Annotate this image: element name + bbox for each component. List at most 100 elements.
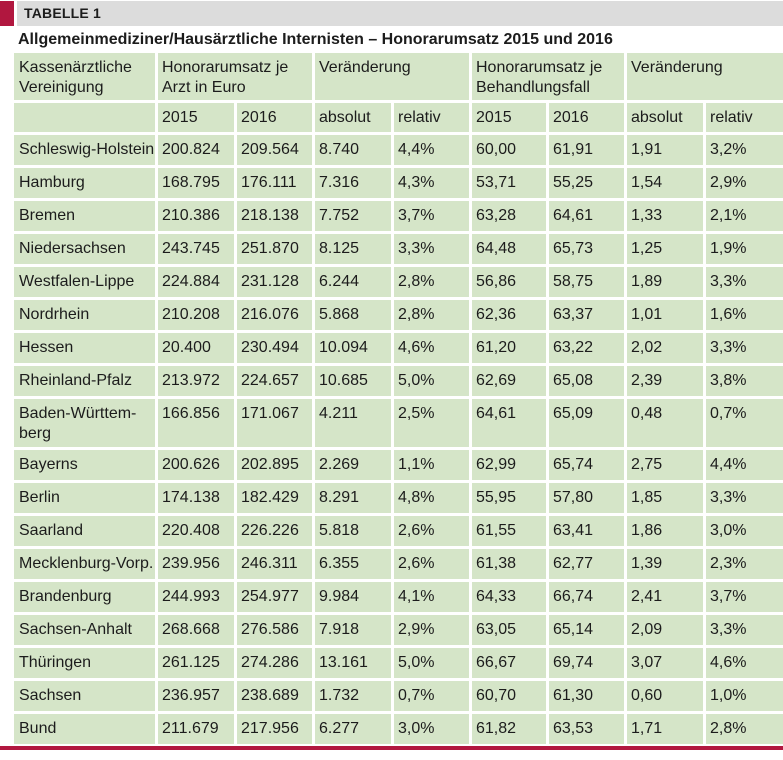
fee-per-doctor-2015-cell: 20.400 — [158, 333, 234, 363]
change-per-case-absolute-cell: 2,39 — [627, 366, 703, 396]
change-per-case-relative-cell: 3,3% — [706, 483, 783, 513]
region-name: Saarland — [19, 522, 84, 539]
fee-per-case-2015-cell: 63,05 — [472, 615, 546, 645]
fee-per-doctor-2016-cell: 224.657 — [237, 366, 312, 396]
header-fee-per-doctor: Honorarumsatz je Arzt in Euro — [158, 53, 312, 100]
fee-per-doctor-2015-cell: 168.795 — [158, 168, 234, 198]
change-per-doctor-absolute-cell: 6.355 — [315, 549, 391, 579]
fee-per-doctor-2016-cell: 182.429 — [237, 483, 312, 513]
change-per-doctor-relative-cell: 2,8% — [394, 267, 469, 297]
change-per-doctor-relative-cell: 4,6% — [394, 333, 469, 363]
fee-per-doctor-2015-cell: 243.745 — [158, 234, 234, 264]
fee-per-doctor-2015-cell: 210.386 — [158, 201, 234, 231]
fee-per-case-2015-cell: 56,86 — [472, 267, 546, 297]
change-per-case-absolute-cell: 1,71 — [627, 714, 703, 744]
change-per-doctor-relative-cell: 1,1% — [394, 450, 469, 480]
region-name: Baden-Württem­berg — [19, 405, 137, 442]
header-region: Kassenärztliche Vereinigung — [14, 53, 155, 100]
change-per-case-relative-cell: 3,7% — [706, 582, 783, 612]
region-cell: Westfalen-Lippe — [14, 267, 155, 297]
header-change-per-case: Veränderung — [627, 53, 783, 100]
region-cell: Hessen — [14, 333, 155, 363]
region-cell: Brandenburg — [14, 582, 155, 612]
region-cell: Saarland — [14, 516, 155, 546]
change-per-case-absolute-cell: 1,86 — [627, 516, 703, 546]
subheader-fee-per-case-2015: 2015 — [472, 103, 546, 132]
fee-per-doctor-2015-cell: 211.679 — [158, 714, 234, 744]
change-per-case-relative-cell: 2,9% — [706, 168, 783, 198]
change-per-case-absolute-cell: 0,60 — [627, 681, 703, 711]
fee-per-case-2016-cell: 63,37 — [549, 300, 624, 330]
change-per-case-absolute-cell: 1,33 — [627, 201, 703, 231]
fee-per-doctor-2015-cell: 220.408 — [158, 516, 234, 546]
fee-per-doctor-2016-cell: 171.067 — [237, 399, 312, 447]
fee-per-case-2015-cell: 61,20 — [472, 333, 546, 363]
fee-per-doctor-2015-cell: 261.125 — [158, 648, 234, 678]
change-per-case-absolute-cell: 2,41 — [627, 582, 703, 612]
change-per-case-relative-cell: 4,6% — [706, 648, 783, 678]
change-per-doctor-absolute-cell: 9.984 — [315, 582, 391, 612]
change-per-case-relative-cell: 2,1% — [706, 201, 783, 231]
subheader-change-per-doctor-absolute: absolut — [315, 103, 391, 132]
change-per-doctor-relative-cell: 3,3% — [394, 234, 469, 264]
fee-per-case-2015-cell: 55,95 — [472, 483, 546, 513]
change-per-doctor-relative-cell: 2,5% — [394, 399, 469, 447]
region-cell: Hamburg — [14, 168, 155, 198]
change-per-doctor-absolute-cell: 10.094 — [315, 333, 391, 363]
region-name: Niedersachsen — [19, 240, 126, 257]
change-per-doctor-relative-cell: 3,7% — [394, 201, 469, 231]
region-name: Hamburg — [19, 174, 85, 191]
fee-per-case-2016-cell: 66,74 — [549, 582, 624, 612]
fee-per-doctor-2016-cell: 226.226 — [237, 516, 312, 546]
change-per-doctor-absolute-cell: 8.125 — [315, 234, 391, 264]
change-per-doctor-absolute-cell: 6.244 — [315, 267, 391, 297]
change-per-doctor-relative-cell: 5,0% — [394, 648, 469, 678]
change-per-case-absolute-cell: 1,54 — [627, 168, 703, 198]
fee-per-case-2015-cell: 62,36 — [472, 300, 546, 330]
change-per-case-absolute-cell: 1,91 — [627, 135, 703, 165]
change-per-case-absolute-cell: 2,02 — [627, 333, 703, 363]
change-per-case-absolute-cell: 1,39 — [627, 549, 703, 579]
change-per-doctor-relative-cell: 2,8% — [394, 300, 469, 330]
region-name: Schleswig-Holstein — [19, 141, 155, 158]
fee-per-case-2016-cell: 62,77 — [549, 549, 624, 579]
fee-per-case-2016-cell: 61,30 — [549, 681, 624, 711]
change-per-doctor-relative-cell: 4,8% — [394, 483, 469, 513]
fee-per-doctor-2016-cell: 216.076 — [237, 300, 312, 330]
change-per-doctor-absolute-cell: 7.752 — [315, 201, 391, 231]
fee-per-doctor-2016-cell: 217.956 — [237, 714, 312, 744]
subheader-change-per-doctor-relative: relativ — [394, 103, 469, 132]
fee-per-case-2016-cell: 58,75 — [549, 267, 624, 297]
region-name: Thüringen — [19, 654, 92, 671]
change-per-doctor-relative-cell: 2,9% — [394, 615, 469, 645]
fee-per-doctor-2015-cell: 236.957 — [158, 681, 234, 711]
change-per-doctor-relative-cell: 4,4% — [394, 135, 469, 165]
change-per-doctor-relative-cell: 0,7% — [394, 681, 469, 711]
fee-per-doctor-2016-cell: 251.870 — [237, 234, 312, 264]
fee-per-doctor-2016-cell: 209.564 — [237, 135, 312, 165]
subheader-fee-per-doctor-2016: 2016 — [237, 103, 312, 132]
fee-per-case-2016-cell: 65,73 — [549, 234, 624, 264]
fee-per-case-2016-cell: 65,09 — [549, 399, 624, 447]
region-cell: Bund — [14, 714, 155, 744]
change-per-doctor-relative-cell: 5,0% — [394, 366, 469, 396]
change-per-doctor-absolute-cell: 10.685 — [315, 366, 391, 396]
fee-per-case-2016-cell: 65,74 — [549, 450, 624, 480]
region-cell: Rheinland-Pfalz — [14, 366, 155, 396]
fee-per-case-2015-cell: 62,99 — [472, 450, 546, 480]
change-per-case-relative-cell: 3,3% — [706, 615, 783, 645]
fee-per-doctor-2015-cell: 210.208 — [158, 300, 234, 330]
region-name: Hessen — [19, 339, 74, 356]
fee-per-case-2015-cell: 61,55 — [472, 516, 546, 546]
change-per-doctor-absolute-cell: 8.291 — [315, 483, 391, 513]
region-name: Westfalen-Lippe — [19, 273, 135, 290]
table-label-bar: TABELLE 1 — [0, 1, 783, 26]
fee-per-case-2015-cell: 62,69 — [472, 366, 546, 396]
change-per-doctor-absolute-cell: 7.918 — [315, 615, 391, 645]
region-cell: Bayerns — [14, 450, 155, 480]
change-per-case-absolute-cell: 1,89 — [627, 267, 703, 297]
change-per-case-absolute-cell: 0,48 — [627, 399, 703, 447]
region-cell: Sachsen-Anhalt — [14, 615, 155, 645]
subheader-fee-per-doctor-2015: 2015 — [158, 103, 234, 132]
change-per-case-relative-cell: 3,2% — [706, 135, 783, 165]
